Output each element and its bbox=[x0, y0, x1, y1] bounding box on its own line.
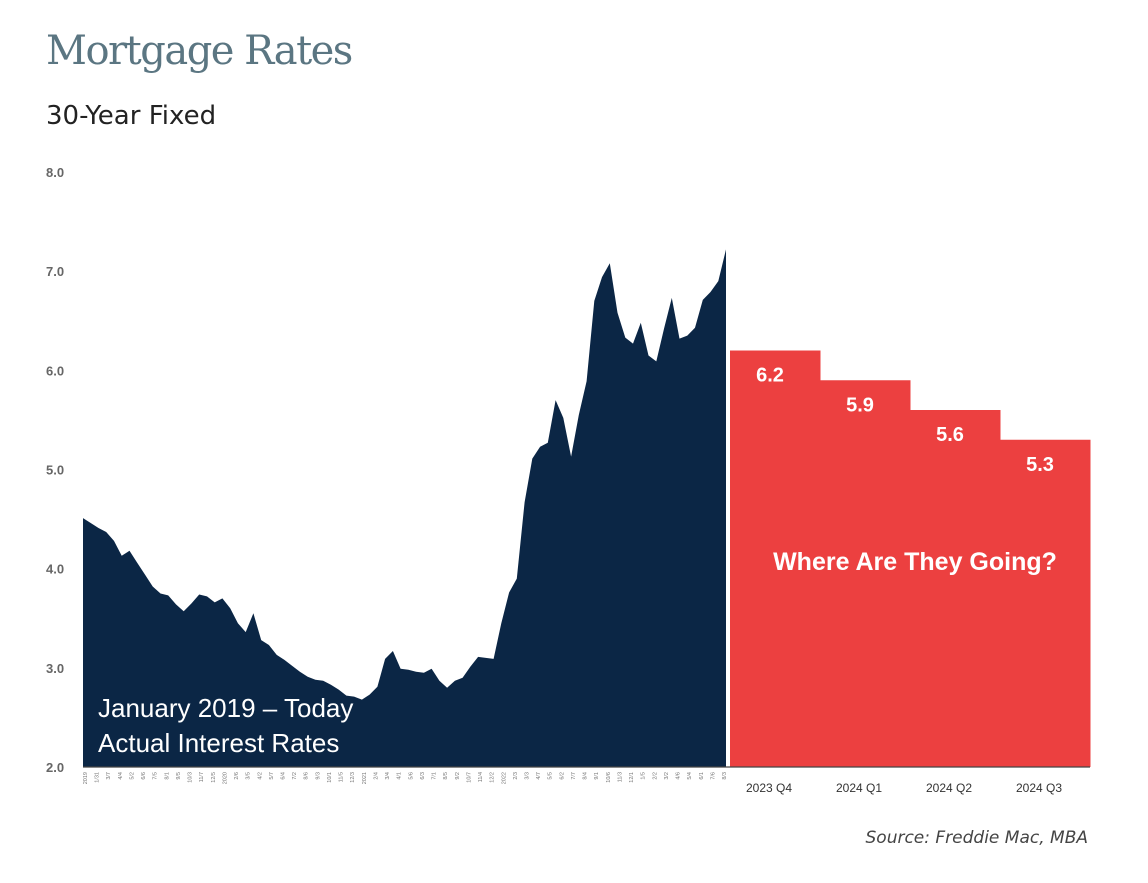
x-tick-label: 2/4 bbox=[374, 772, 380, 780]
x-tick-label: 8/3 bbox=[722, 772, 728, 780]
x-tick-label: 6/2 bbox=[559, 772, 565, 780]
x-tick-label: 1/5 bbox=[641, 772, 647, 780]
x-tick-label: 2021 bbox=[362, 772, 368, 784]
x-tick-label: 3/7 bbox=[106, 772, 112, 780]
x-tick-label: 5/4 bbox=[687, 772, 693, 780]
chart-annotations: January 2019 – Today Actual Interest Rate… bbox=[98, 548, 1057, 758]
forecast-bar bbox=[910, 410, 1001, 767]
forecast-title: Where Are They Going? bbox=[773, 548, 1057, 576]
x-tick-label: 12/1 bbox=[629, 772, 635, 783]
x-tick-label: 2/6 bbox=[234, 772, 240, 780]
x-tick-label: 9/5 bbox=[176, 772, 182, 780]
x-tick-label: 7/1 bbox=[432, 772, 438, 780]
x-tick-label: 11/4 bbox=[478, 772, 484, 782]
x-tick-label: 10/7 bbox=[466, 772, 472, 783]
x-tick-label: 11/3 bbox=[617, 772, 623, 782]
forecast-value-label: 5.9 bbox=[846, 394, 874, 416]
x-axis: 2019 1/31 3/7 4/4 5/2 6/6 7/5 8/1 9/5 10/3 11/7 12/… bbox=[83, 766, 1090, 795]
x-tick-label: 6/3 bbox=[420, 772, 426, 780]
x-tick-label: 4/6 bbox=[676, 772, 682, 780]
source-note: Source: Freddie Mac, MBA bbox=[865, 828, 1089, 848]
x-tick-label: 12/3 bbox=[350, 772, 356, 783]
x-tick-label: 7/5 bbox=[153, 772, 159, 780]
page-title: Mortgage Rates bbox=[46, 28, 353, 74]
x-tick-label: 10/1 bbox=[327, 772, 333, 783]
forecast-value-label: 5.6 bbox=[936, 424, 964, 446]
x-tick-label: 3/2 bbox=[664, 772, 670, 780]
x-tick-label: 4/4 bbox=[118, 772, 124, 780]
x-tick-label: 5/6 bbox=[408, 772, 414, 780]
x-tick-label: 2022 bbox=[501, 772, 507, 784]
forecast-bar bbox=[1000, 439, 1091, 767]
y-tick-label: 6.0 bbox=[46, 363, 64, 378]
x-tick-label: 5/2 bbox=[130, 772, 136, 780]
forecast-bar bbox=[820, 380, 911, 767]
actual-annotation-line-2: Actual Interest Rates bbox=[98, 728, 339, 758]
forecast-quarter-label: 2024 Q1 bbox=[836, 781, 882, 795]
x-tick-label: 3/4 bbox=[385, 772, 391, 780]
x-tick-label: 6/1 bbox=[699, 772, 705, 780]
forecast-quarter-label: 2023 Q4 bbox=[746, 781, 792, 795]
x-tick-label: 7/6 bbox=[710, 772, 716, 780]
forecast-bar bbox=[730, 350, 821, 767]
x-tick-label: 8/1 bbox=[164, 772, 170, 780]
x-tick-label: 6/4 bbox=[281, 772, 287, 780]
x-tick-label: 9/2 bbox=[455, 772, 461, 780]
forecast-value-label: 6.2 bbox=[756, 365, 784, 387]
page-subtitle: 30-Year Fixed bbox=[46, 101, 217, 131]
x-tick-label: 11/5 bbox=[339, 772, 345, 782]
y-tick-label: 3.0 bbox=[46, 661, 64, 676]
actual-rates-area bbox=[83, 249, 726, 767]
x-tick-label: 2/2 bbox=[652, 772, 658, 780]
x-tick-label: 8/5 bbox=[443, 772, 449, 780]
forecast-series: 6.2 5.9 5.6 5.3 bbox=[730, 350, 1091, 767]
y-tick-label: 7.0 bbox=[46, 264, 64, 279]
x-tick-label: 5/5 bbox=[548, 772, 554, 780]
x-tick-label: 5/7 bbox=[269, 772, 275, 780]
x-tick-label: 4/2 bbox=[257, 772, 263, 780]
x-tick-label: 11/7 bbox=[199, 772, 205, 782]
x-tick-label: 9/3 bbox=[315, 772, 321, 780]
actual-annotation-line-1: January 2019 – Today bbox=[98, 693, 353, 723]
x-tick-label: 2020 bbox=[222, 772, 228, 784]
forecast-value-label: 5.3 bbox=[1026, 454, 1054, 476]
y-axis: 8.0 7.0 6.0 5.0 4.0 3.0 2.0 bbox=[46, 165, 64, 775]
x-tick-label: 7/2 bbox=[292, 772, 298, 780]
x-tick-label: 10/6 bbox=[606, 772, 612, 783]
forecast-quarter-label: 2024 Q3 bbox=[1016, 781, 1062, 795]
actual-rates-series bbox=[83, 249, 726, 767]
x-tick-label: 9/1 bbox=[594, 772, 600, 780]
x-tick-label: 4/7 bbox=[536, 772, 542, 780]
x-tick-label: 8/6 bbox=[304, 772, 310, 780]
y-tick-label: 5.0 bbox=[46, 463, 64, 478]
x-tick-label: 12/2 bbox=[490, 772, 496, 783]
y-tick-label: 8.0 bbox=[46, 165, 64, 180]
x-tick-label: 3/5 bbox=[246, 772, 252, 780]
x-tick-label: 8/4 bbox=[583, 772, 589, 780]
x-tick-label: 12/5 bbox=[211, 772, 217, 783]
x-tick-label: 3/3 bbox=[525, 772, 531, 780]
x-tick-label: 7/7 bbox=[571, 772, 577, 780]
y-tick-label: 2.0 bbox=[46, 760, 64, 775]
x-tick-label: 2/3 bbox=[513, 772, 519, 780]
y-tick-label: 4.0 bbox=[46, 562, 64, 577]
forecast-quarter-label: 2024 Q2 bbox=[926, 781, 972, 795]
x-tick-label: 2019 bbox=[83, 772, 89, 784]
x-tick-label: 4/1 bbox=[397, 772, 403, 780]
x-tick-label: 1/31 bbox=[95, 772, 101, 783]
x-tick-label: 6/6 bbox=[141, 772, 147, 780]
x-tick-label: 10/3 bbox=[188, 772, 194, 783]
